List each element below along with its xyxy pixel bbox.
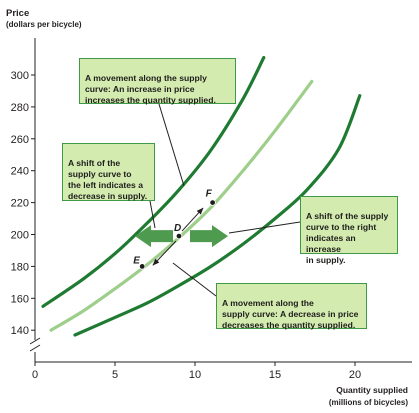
y-tick-label: 220 [11, 198, 29, 210]
y-tick-label: 240 [11, 166, 29, 178]
y-tick-label: 280 [11, 102, 29, 114]
x-tick-label: 0 [32, 369, 38, 381]
callout-shift-right-text: A shift of the supply curve to the right… [306, 211, 389, 265]
x-axis-title-text-1: Quantity supplied [336, 385, 408, 395]
y-tick-label: 300 [11, 70, 29, 82]
x-tick-label: 5 [112, 369, 118, 381]
callout-movement-down-text: A movement along the supply curve: A dec… [222, 298, 359, 330]
point-E [138, 263, 146, 270]
y-tick-label: 180 [11, 261, 29, 273]
callout-shift-left: A shift of the supply curve to the left … [62, 143, 155, 201]
x-tick-label: 10 [189, 369, 201, 381]
callout-movement-down: A movement along the supply curve: A dec… [216, 283, 367, 330]
y-tick-label: 260 [11, 134, 29, 146]
y-tick-label: 140 [11, 325, 29, 337]
x-tick-label: 15 [269, 369, 281, 381]
supply-curve-shifted-right [73, 94, 362, 337]
shift-left-arrow [135, 225, 173, 248]
x-tick-label: 20 [349, 369, 361, 381]
x-axis-title-line2: (millions of bicycles) [329, 398, 408, 407]
supply-curve-shifted-left [41, 55, 266, 308]
point-label-D: D [174, 223, 181, 234]
y-axis-title-text-2: (dollars per bicycle) [6, 20, 82, 29]
leader-movement-down [172, 262, 217, 297]
point-label-F: F [206, 189, 213, 200]
y-tick-label: 200 [11, 230, 29, 242]
callout-shift-right: A shift of the supply curve to the right… [300, 196, 398, 265]
leader-shift-right [228, 221, 301, 234]
y-tick-label: 160 [11, 293, 29, 305]
point-label-E: E [133, 255, 140, 266]
callout-shift-left-text: A shift of the supply curve to the left … [68, 158, 148, 201]
axis-break-mark [29, 344, 41, 352]
axis-break-mark [29, 337, 41, 345]
callout-movement-up-text: A movement along the supply curve: An in… [85, 73, 216, 105]
point-D [175, 232, 183, 240]
callout-movement-up: A movement along the supply curve: An in… [79, 58, 236, 105]
x-axis-title-line1: Quantity supplied [336, 385, 408, 395]
shift-right-arrow [190, 225, 228, 248]
movement-up-arrow [181, 207, 204, 232]
leader-movement-up [158, 103, 185, 187]
y-axis-title-line1: Price [6, 8, 29, 19]
movement-down-arrow [152, 240, 177, 266]
x-axis-title-text-2: (millions of bicycles) [329, 398, 408, 407]
y-axis-title-text-1: Price [6, 8, 29, 19]
point-F [209, 199, 216, 206]
y-axis-title-line2: (dollars per bicycle) [6, 20, 82, 29]
leader-shift-left [149, 200, 156, 229]
